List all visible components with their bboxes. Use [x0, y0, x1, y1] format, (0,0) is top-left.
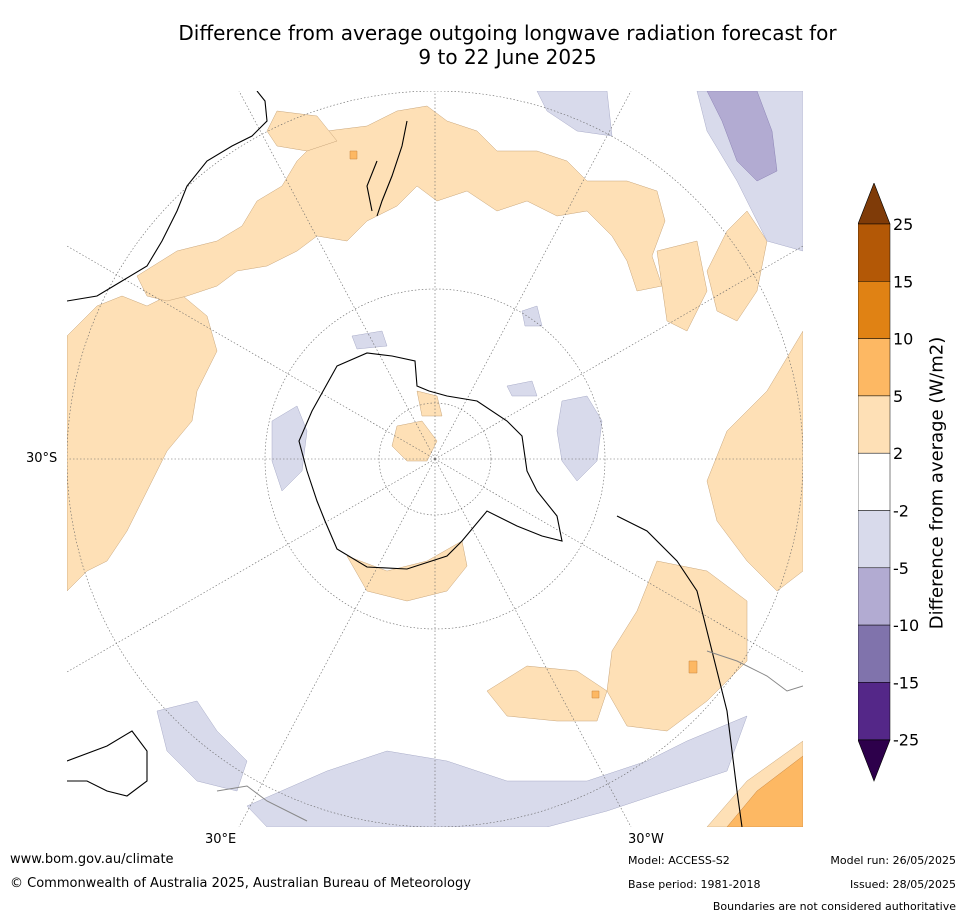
anomaly-region-east-coast — [706, 330, 803, 592]
anomaly-spot-2 — [688, 660, 698, 674]
lat-label-30s: 30°S — [26, 451, 58, 466]
meridian-30 — [238, 91, 436, 460]
south-america-border — [706, 650, 803, 692]
lat-circle-middle — [264, 288, 606, 630]
antarctica-coast — [298, 352, 563, 570]
meridian-240 — [434, 458, 803, 673]
colorbar-band-5_10 — [858, 338, 891, 397]
anomaly-spot-1 — [349, 150, 358, 160]
colorbar-tick-label: 2 — [893, 444, 903, 463]
south-america-coast — [616, 515, 743, 827]
meridian-60 — [67, 245, 436, 460]
colorbar-tick-label: -5 — [893, 559, 909, 578]
anomaly-region-southwest — [156, 700, 248, 792]
meridian-150 — [238, 458, 436, 827]
colorbar-band-10_15 — [858, 281, 891, 339]
colorbar-tick-label: -10 — [893, 616, 919, 635]
anomaly-region-east-tongue — [706, 210, 768, 322]
footer-issued: Issued: 28/05/2025 — [849, 878, 956, 891]
anomaly-region-small-1 — [506, 380, 538, 397]
meridian-120 — [67, 458, 436, 673]
colorbar-tick-label: 25 — [893, 215, 913, 234]
colorbar-band--2_2 — [858, 452, 891, 511]
anomaly-region-south-band — [246, 715, 748, 827]
footer-base-period: Base period: 1981-2018 — [628, 878, 761, 891]
anomaly-region-africa — [606, 560, 748, 732]
anomaly-region-north-arc — [136, 105, 666, 302]
footer-copyright: © Commonwealth of Australia 2025, Austra… — [10, 876, 471, 891]
colorbar-tick-label: 10 — [893, 330, 913, 349]
colorbar-extend-bottom — [858, 739, 891, 782]
anomaly-region-peninsula-tip — [416, 390, 443, 417]
anomaly-region-southeast-strong — [726, 755, 803, 827]
country-borders — [216, 650, 803, 822]
colorbar-tick-label: 5 — [893, 387, 903, 406]
colorbar-bands — [858, 223, 891, 740]
anomaly-negative-5-10 — [706, 91, 778, 182]
footer-model-run: Model run: 26/05/2025 — [830, 854, 956, 867]
anomaly-region-south-ocean — [486, 665, 608, 722]
anomaly-spot-3 — [591, 690, 600, 699]
colorbar-band--15_-10 — [858, 624, 891, 683]
colorbar-tick-label: 15 — [893, 272, 913, 291]
anomaly-region-antarctic-coast — [346, 540, 468, 602]
anomaly-region-upper-left-strip — [266, 110, 338, 152]
australia-coast — [67, 91, 268, 302]
map-title-line2: 9 to 22 June 2025 — [418, 45, 597, 69]
anomaly-region-small-3 — [521, 305, 543, 327]
footer-model: Model: ACCESS-S2 — [628, 854, 730, 867]
anomaly-region-north-right-strong — [706, 91, 778, 182]
africa-coast — [67, 730, 148, 797]
lon-label-30w: 30°W — [628, 832, 664, 847]
meridian-300 — [434, 245, 803, 460]
new-zealand-coast — [366, 120, 408, 217]
colorbar-band--10_-5 — [858, 567, 891, 626]
colorbar-extend-top — [858, 183, 891, 225]
footer-website[interactable]: www.bom.gov.au/climate — [10, 852, 174, 867]
colorbar-band-2_5 — [858, 395, 891, 454]
meridian-210 — [434, 458, 632, 827]
anomaly-region-small-2 — [351, 330, 388, 350]
map-title-line1: Difference from average outgoing longwav… — [178, 21, 837, 45]
footer-disclaimer: Boundaries are not considered authoritat… — [712, 900, 956, 913]
colorbar: 25 15 10 5 2 -2 -5 -10 -15 -25 — [858, 183, 919, 782]
polar-map — [67, 91, 803, 827]
lon-label-30e: 30°E — [205, 832, 237, 847]
colorbar-tick-label: -25 — [893, 731, 919, 750]
colorbar-tick-label: -15 — [893, 673, 919, 692]
coastlines — [67, 91, 743, 827]
colorbar-ticks: 25 15 10 5 2 -2 -5 -10 -15 -25 — [893, 215, 919, 750]
graticule — [67, 91, 803, 827]
africa-border — [216, 785, 308, 822]
anomaly-region-pole — [391, 420, 438, 462]
map-title: Difference from average outgoing longwav… — [120, 21, 895, 69]
anomaly-positive-2-5 — [67, 105, 803, 827]
anomaly-region-antarctic-west — [271, 405, 308, 492]
anomaly-negative-2-5 — [156, 91, 803, 827]
colorbar-band--25_-15 — [858, 682, 891, 740]
colorbar-band-15_25 — [858, 223, 891, 282]
colorbar-band--5_-2 — [858, 510, 891, 569]
anomaly-positive-5-10 — [349, 150, 803, 827]
colorbar-title: Difference from average (W/m2) — [926, 336, 948, 630]
colorbar-tick-label: -2 — [893, 502, 909, 521]
anomaly-region-west — [67, 290, 218, 592]
anomaly-region-east-mid — [556, 395, 603, 482]
meridian-330 — [434, 91, 632, 460]
anomaly-region-east-strip — [656, 240, 708, 332]
